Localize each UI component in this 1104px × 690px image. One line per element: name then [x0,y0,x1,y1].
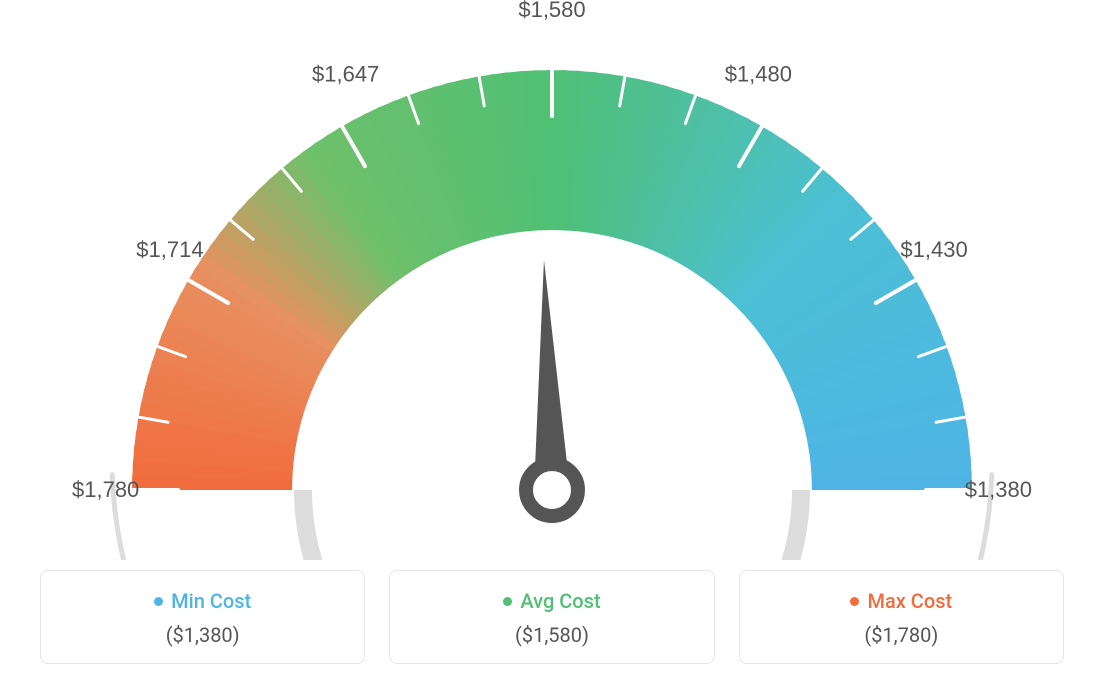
legend-dot-avg [503,597,512,606]
legend-dot-min [154,597,163,606]
legend-card-max: Max Cost ($1,780) [739,570,1064,664]
legend-label-min: Min Cost [171,589,251,613]
svg-text:$1,780: $1,780 [72,477,139,502]
legend-value-min: ($1,380) [51,623,354,647]
svg-text:$1,647: $1,647 [312,61,379,86]
legend-card-min: Min Cost ($1,380) [40,570,365,664]
svg-text:$1,714: $1,714 [136,237,203,262]
legend-card-avg: Avg Cost ($1,580) [389,570,714,664]
svg-text:$1,580: $1,580 [518,0,585,22]
legend-label-avg: Avg Cost [520,589,600,613]
gauge-chart: $1,380 $1,430 $1,480 $1,580 $1,647 $1,714 $1,7… [0,0,1104,560]
legend-dot-max [850,597,859,606]
legend-row: Min Cost ($1,380) Avg Cost ($1,580) Max … [0,570,1104,664]
legend-label-max: Max Cost [867,589,952,613]
svg-text:$1,380: $1,380 [965,477,1032,502]
gauge-svg: $1,380 $1,430 $1,480 $1,580 $1,647 $1,714 $1,7… [0,0,1104,560]
legend-value-avg: ($1,580) [400,623,703,647]
svg-text:$1,480: $1,480 [725,61,792,86]
svg-text:$1,430: $1,430 [900,237,967,262]
legend-value-max: ($1,780) [750,623,1053,647]
